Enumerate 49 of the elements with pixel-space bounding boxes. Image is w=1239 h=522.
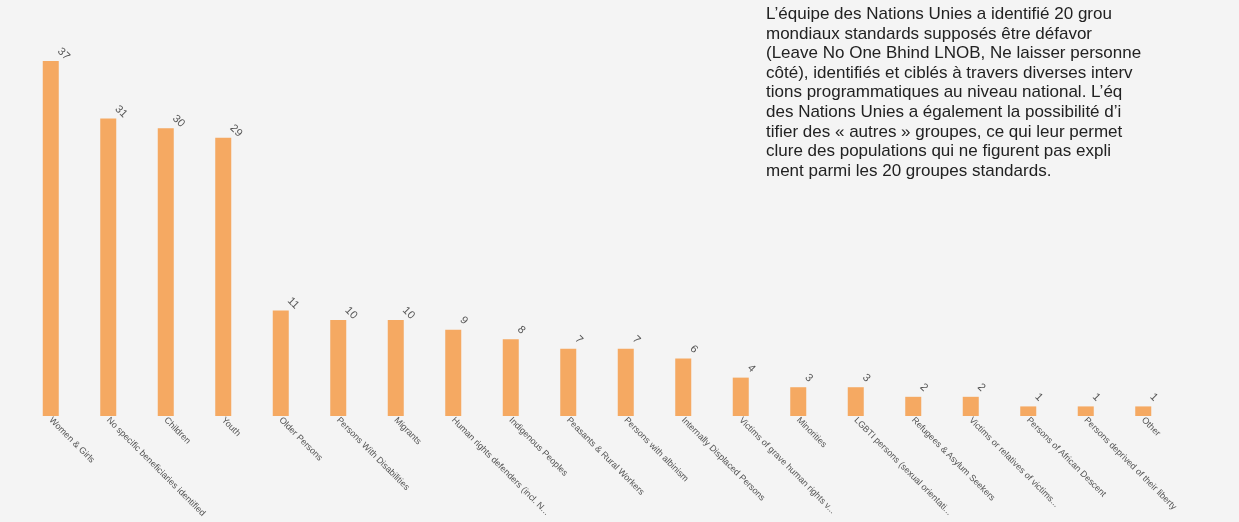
data-label: 8 [515, 322, 529, 336]
bar [330, 320, 347, 416]
bar [847, 387, 864, 416]
bar [962, 396, 979, 416]
data-label: 9 [458, 313, 472, 327]
data-label: 1 [1033, 390, 1047, 403]
annotation: (Leave No One Bhind LNOB, Ne laisser personne [766, 43, 1143, 63]
data-label: 3 [860, 370, 874, 384]
bar [732, 377, 749, 416]
bar [502, 339, 519, 416]
data-label: 11 [285, 294, 303, 311]
annotation: clure des populations qui ne figurent pas expli [766, 141, 1112, 161]
data-label: 3 [803, 370, 817, 384]
bar [1135, 406, 1152, 416]
text: L’équipe des Nations Unies a identifié 20 grou [766, 4, 1113, 24]
data-label: 29 [228, 121, 246, 139]
bar [215, 137, 232, 416]
bar [445, 329, 462, 416]
bar [1077, 406, 1094, 416]
data-label: 1 [1090, 390, 1104, 403]
data-label: 2 [918, 380, 932, 394]
bar [100, 118, 117, 416]
data-label: 10 [343, 303, 361, 321]
bar [560, 348, 577, 416]
text: mondiaux standards supposés être défavor [766, 23, 1094, 44]
data-label: 7 [573, 332, 587, 346]
data-label: 4 [745, 361, 759, 375]
bar [272, 310, 289, 416]
data-label: 6 [688, 342, 702, 355]
annotation: ment parmi les 20 groupes standards. [766, 160, 1053, 181]
bar [42, 61, 59, 416]
annotation: côté), identifiés et ciblés à travers diverses interv [766, 62, 1134, 83]
data-label: 10 [400, 303, 418, 321]
data-label: 2 [975, 380, 989, 394]
data-label: 31 [113, 102, 131, 120]
bar [387, 320, 404, 416]
bar [790, 387, 807, 416]
data-label: 1 [1148, 390, 1162, 403]
data-label: 37 [55, 44, 73, 62]
data-label: 30 [170, 111, 188, 130]
bar [675, 358, 692, 416]
annotation: des Nations Unies a également la possibilité d’i [766, 101, 1123, 122]
data-label: 7 [630, 332, 644, 346]
bar [157, 128, 174, 416]
annotation: tions programmatiques au niveau national. L’éq [766, 82, 1124, 102]
bar [617, 348, 634, 416]
bar [905, 396, 922, 416]
bar [1020, 406, 1037, 416]
annotation: tifier des « autres » groupes, ce qui leur permet [766, 121, 1124, 142]
